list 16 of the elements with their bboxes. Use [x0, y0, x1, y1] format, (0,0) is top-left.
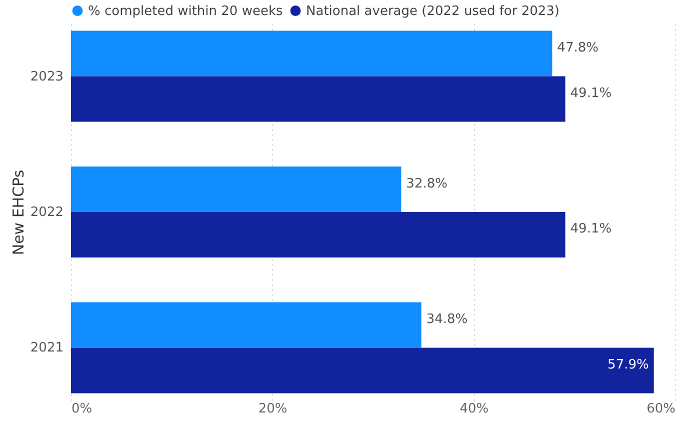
legend-label: % completed within 20 weeks — [88, 4, 283, 19]
data-label: 34.8% — [426, 312, 468, 328]
x-tick-label: 60% — [646, 402, 676, 416]
y-tick-label: 2022 — [30, 205, 64, 220]
data-label: 49.1% — [570, 222, 612, 237]
data-label: 57.9% — [608, 357, 649, 372]
data-label: 32.8% — [406, 176, 448, 192]
data-label: 49.1% — [570, 86, 612, 101]
y-tick-label: 2021 — [30, 340, 64, 356]
x-tick-label: 40% — [460, 402, 489, 416]
x-tick-label: 20% — [258, 402, 288, 416]
y-tick-label: 2023 — [30, 69, 64, 84]
data-label: 47.8% — [557, 40, 598, 56]
legend-label: National average (2022 used for 2023) — [306, 4, 560, 19]
y-axis-title: New EHCPs — [9, 170, 28, 256]
x-tick-label: 0% — [72, 402, 92, 416]
